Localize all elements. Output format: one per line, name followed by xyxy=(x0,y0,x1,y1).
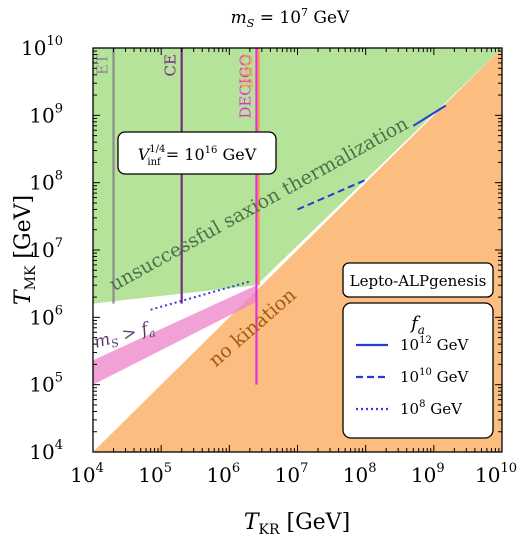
y-tick-label: 108 xyxy=(29,169,63,195)
x-tick-base: 10 xyxy=(138,463,163,487)
x-axis: 104 105 106 107 108 109 1010 xyxy=(70,48,517,487)
experiment-label-et: ET xyxy=(94,54,112,75)
region-unsuccessful-saxion-thermalization xyxy=(93,48,502,304)
region-label-part: m xyxy=(92,329,113,352)
series-layer xyxy=(150,104,447,311)
x-tick-exp: 8 xyxy=(368,461,376,476)
y-tick-base: 10 xyxy=(29,373,54,397)
legend-label-10-8-gev: 108 GeV xyxy=(400,399,463,418)
chart-title: mS = 107 GeV xyxy=(231,6,350,30)
x-tick-exp: 9 xyxy=(436,461,444,476)
experiment-label-bbo: BBO xyxy=(239,54,257,89)
x-tick-base: 10 xyxy=(343,463,368,487)
y-tick-exp: 8 xyxy=(55,169,63,184)
y-tick-base: 10 xyxy=(29,238,54,262)
x-axis-label: TKR [GeV] xyxy=(244,510,350,538)
y-tick-base: 10 xyxy=(29,440,54,464)
series-line-10-10-gev xyxy=(297,178,367,211)
experiment-label-decigo: DECIGO xyxy=(236,54,254,119)
legend-label-unit: GeV xyxy=(432,336,470,354)
legend-label-unit: GeV xyxy=(425,400,463,418)
region-m-s-f-a xyxy=(93,285,257,385)
x-tick-exp: 6 xyxy=(232,461,240,476)
legend-label-exp: 12 xyxy=(419,335,432,346)
svg-text:Lepto-ALPgenesis: Lepto-ALPgenesis xyxy=(350,272,487,290)
y-tick-label: 104 xyxy=(29,438,63,464)
y-tick-exp: 4 xyxy=(55,438,63,453)
legend-label-base: 10 xyxy=(400,368,419,386)
y-tick-exp: 6 xyxy=(55,303,63,318)
region-label-part: S xyxy=(110,336,121,351)
x-tick-base: 10 xyxy=(475,463,500,487)
y-tick-label: 107 xyxy=(29,236,63,262)
legend-label-base: 10 xyxy=(400,336,419,354)
x-tick-base: 10 xyxy=(411,463,436,487)
series-line-10-12-gev xyxy=(412,104,447,127)
x-tick-base: 10 xyxy=(206,463,231,487)
y-tick-base: 10 xyxy=(29,305,54,329)
x-tick-label: 107 xyxy=(275,461,309,487)
y-tick-label: 1010 xyxy=(21,34,63,60)
y-tick-base: 10 xyxy=(21,36,46,60)
region-label-part: a xyxy=(147,326,157,340)
x-tick-label: 1010 xyxy=(475,461,517,487)
legend-label-10-10-gev: 1010 GeV xyxy=(400,367,469,386)
y-tick-base: 10 xyxy=(29,171,54,195)
legend-label-exp: 8 xyxy=(419,399,425,410)
x-tick-exp: 7 xyxy=(300,461,308,476)
x-tick-exp: 4 xyxy=(96,461,104,476)
experiment-label-ce: CE xyxy=(162,54,180,76)
y-tick-exp: 7 xyxy=(55,236,63,251)
legend-label-base: 10 xyxy=(400,400,419,418)
x-tick-label: 104 xyxy=(70,461,104,487)
y-tick-label: 109 xyxy=(29,101,63,127)
legend-label-unit: GeV xyxy=(432,368,470,386)
x-tick-base: 10 xyxy=(70,463,95,487)
y-tick-exp: 9 xyxy=(55,101,63,116)
x-tick-exp: 5 xyxy=(164,461,172,476)
x-tick-label: 109 xyxy=(411,461,445,487)
x-tick-base: 10 xyxy=(275,463,300,487)
legend-label-exp: 10 xyxy=(419,367,432,378)
legend-label-10-12-gev: 1012 GeV xyxy=(400,335,469,354)
x-tick-label: 108 xyxy=(343,461,377,487)
legend-title-box: Lepto-ALPgenesis xyxy=(342,262,494,298)
x-tick-label: 105 xyxy=(138,461,172,487)
y-tick-label: 106 xyxy=(29,303,63,329)
y-tick-base: 10 xyxy=(29,103,54,127)
x-tick-label: 106 xyxy=(206,461,240,487)
y-tick-exp: 10 xyxy=(46,34,63,49)
y-tick-label: 105 xyxy=(29,371,63,397)
inflation-box: V1/4 inf = 1016 GeV xyxy=(117,131,277,175)
y-axis-label: TMK [GeV] xyxy=(11,195,39,305)
y-tick-exp: 5 xyxy=(55,371,63,386)
series-line-10-8-gev xyxy=(150,280,251,311)
x-tick-exp: 10 xyxy=(500,461,517,476)
